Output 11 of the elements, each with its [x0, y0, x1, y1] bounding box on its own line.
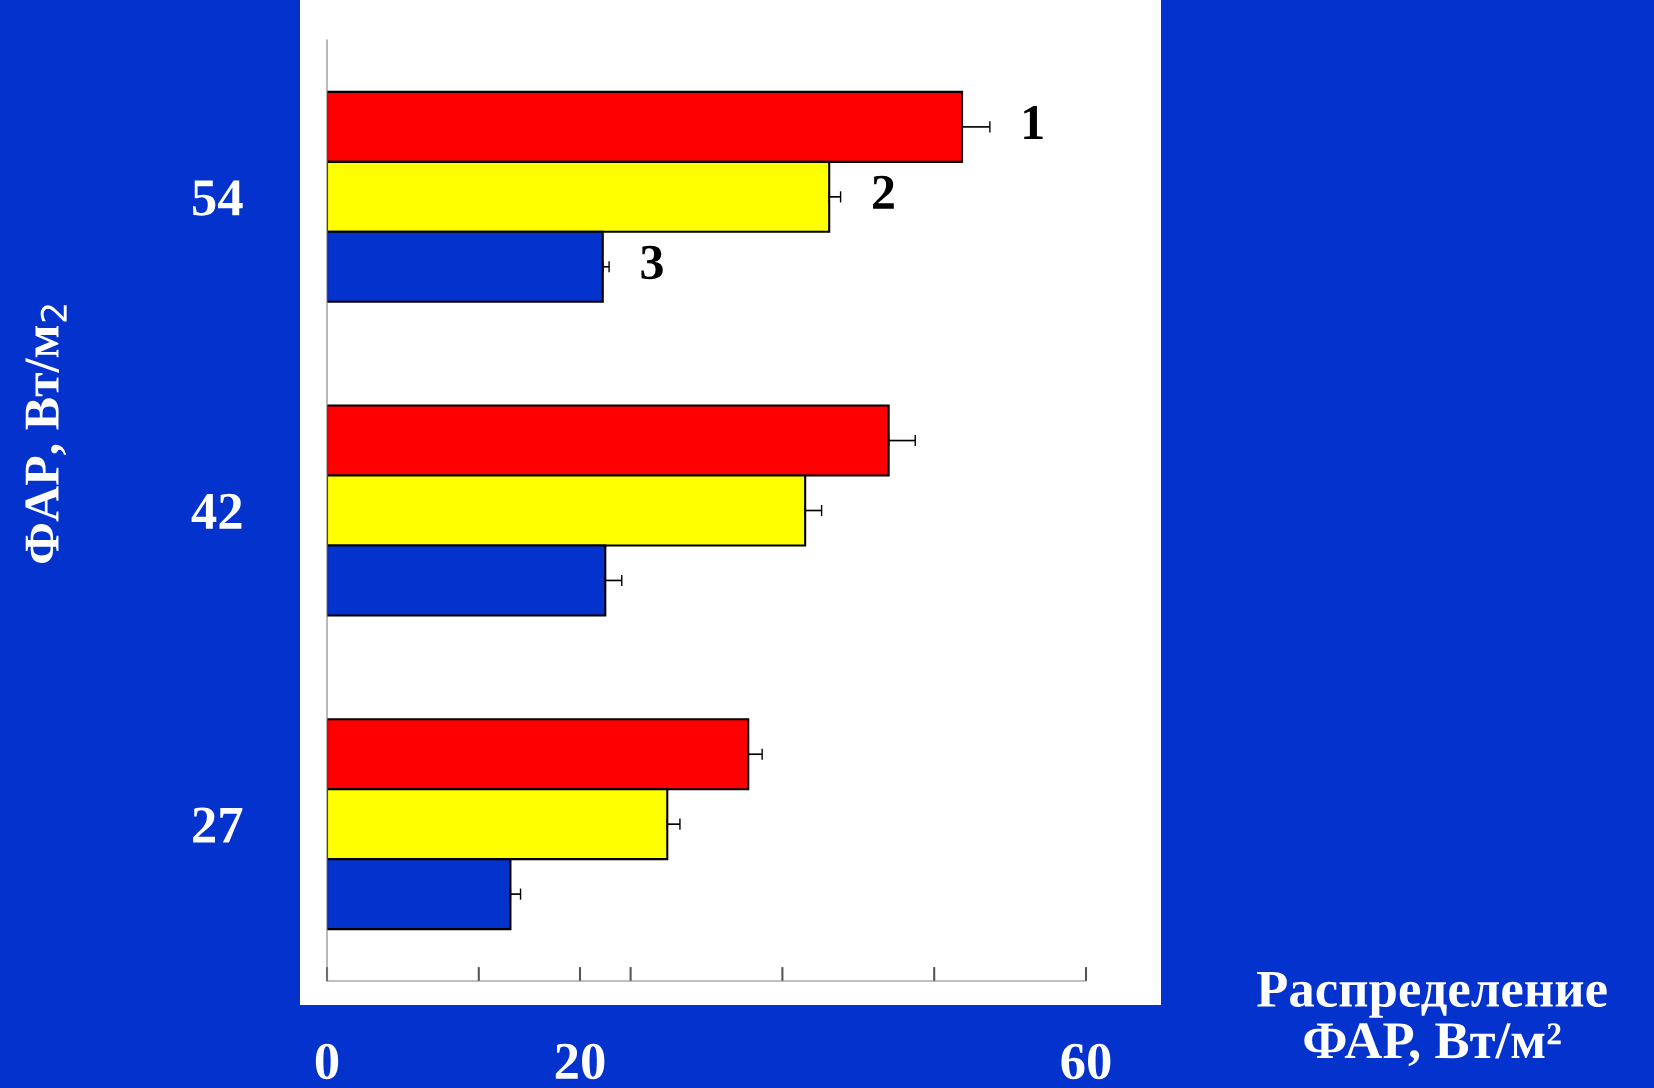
y-tick-label: 27	[193, 807, 243, 843]
series-label: 2	[873, 175, 894, 209]
series-label: 3	[641, 245, 663, 280]
series-label: 1	[1024, 105, 1043, 139]
x-tick-label: 0	[315, 1043, 339, 1080]
x-tick-label: 60	[1061, 1043, 1111, 1080]
x-axis-title: Распределение ФАР, Вт/м²	[1257, 971, 1607, 1067]
y-axis-title: ФАР, Вт/м$_{2}$	[25, 305, 67, 563]
y-tick-label: 54	[193, 180, 243, 216]
y-tick-label: 42	[191, 493, 242, 529]
x-tick-label: 20	[555, 1043, 605, 1080]
